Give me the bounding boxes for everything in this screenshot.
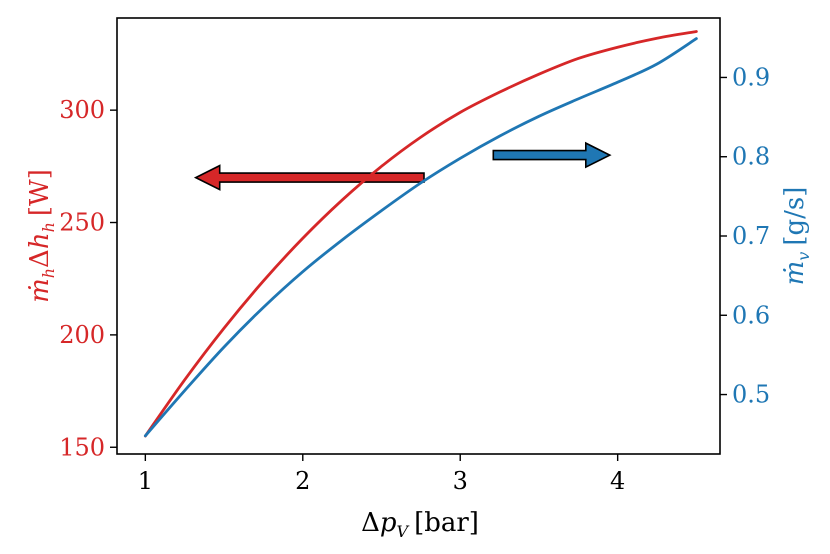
- left-y-axis-ticks: 150 200 250 300: [59, 96, 117, 461]
- x-tick-label: 3: [453, 467, 468, 495]
- right-y-tick-label: 0.8: [732, 143, 770, 171]
- left-y-axis-label: ṁhΔhh[W]: [25, 169, 58, 303]
- x-axis-ticks: 1 2 3 4: [138, 454, 625, 495]
- x-axis-label: ΔpV [bar]: [361, 508, 479, 541]
- right-y-axis-ticks: 0.5 0.6 0.7 0.8 0.9: [720, 63, 770, 409]
- annotation-arrows: [193, 141, 612, 191]
- series-lines: [143, 30, 698, 438]
- right-y-tick-label: 0.7: [732, 222, 770, 250]
- right-pointing-arrow: [492, 141, 612, 169]
- right-y-tick-label: 0.6: [732, 301, 770, 329]
- x-tick-label: 1: [138, 467, 153, 495]
- left-y-tick-label: 200: [59, 321, 105, 349]
- right-y-tick-label: 0.9: [732, 63, 770, 91]
- left-axis-series-line: [143, 30, 698, 438]
- x-tick-label: 4: [610, 467, 625, 495]
- right-axis-series-line: [143, 37, 698, 438]
- right-y-tick-label: 0.5: [732, 381, 770, 409]
- plot-frame: [116, 17, 721, 455]
- right-y-axis-label: ṁv[g/s]: [780, 187, 813, 286]
- left-y-tick-label: 150: [59, 433, 105, 461]
- left-y-tick-label: 250: [59, 209, 105, 237]
- left-y-tick-label: 300: [59, 96, 105, 124]
- x-tick-label: 2: [295, 467, 310, 495]
- left-pointing-arrow: [193, 164, 425, 191]
